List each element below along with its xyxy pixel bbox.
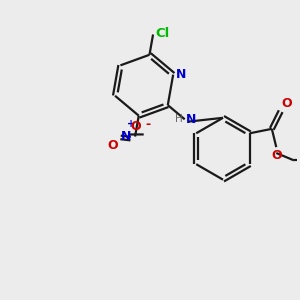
Text: O: O: [282, 97, 292, 110]
Text: H: H: [175, 114, 182, 124]
Text: Cl: Cl: [155, 26, 169, 40]
Text: -: -: [145, 118, 150, 131]
Text: +: +: [128, 119, 136, 129]
Text: O: O: [107, 139, 118, 152]
Text: N: N: [121, 130, 131, 143]
Text: O: O: [271, 149, 282, 162]
Text: N: N: [186, 113, 197, 126]
Text: N: N: [176, 68, 186, 81]
Text: O: O: [131, 120, 141, 133]
